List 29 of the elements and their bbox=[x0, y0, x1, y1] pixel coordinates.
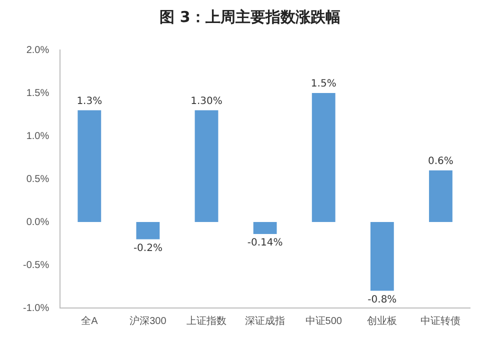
data-label: -0.8% bbox=[368, 294, 397, 306]
data-label: 0.6% bbox=[428, 156, 454, 167]
bar bbox=[253, 222, 277, 234]
x-tick-label: 创业板 bbox=[367, 314, 398, 327]
bar bbox=[136, 222, 160, 240]
y-tick-label: 0.0% bbox=[26, 216, 50, 228]
x-tick-label: 全A bbox=[81, 314, 98, 327]
y-tick-label: 1.0% bbox=[26, 130, 50, 142]
data-label: 1.30% bbox=[190, 96, 222, 107]
x-tick-label: 上证指数 bbox=[186, 314, 227, 327]
y-tick-label: -0.5% bbox=[23, 260, 50, 271]
bar bbox=[370, 222, 394, 291]
x-tick-label: 中证500 bbox=[305, 314, 342, 327]
data-label: 1.3% bbox=[76, 96, 102, 107]
x-tick-label: 沪深300 bbox=[130, 314, 167, 327]
data-label: -0.14% bbox=[247, 238, 283, 249]
y-tick-label: 2.0% bbox=[26, 44, 50, 56]
y-tick-label: 1.5% bbox=[26, 88, 50, 99]
x-tick-label: 中证转债 bbox=[420, 314, 461, 327]
y-tick-label: -1.0% bbox=[23, 302, 50, 314]
y-tick-label: 0.5% bbox=[26, 174, 50, 185]
bar bbox=[78, 110, 102, 222]
data-label: 1.5% bbox=[310, 78, 336, 90]
bar bbox=[429, 170, 452, 222]
bar bbox=[194, 110, 218, 222]
data-label: -0.2% bbox=[133, 242, 162, 254]
bar bbox=[312, 93, 336, 222]
chart-title: 图 3：上周主要指数涨跌幅 bbox=[158, 8, 342, 27]
x-tick-label: 深证成指 bbox=[245, 314, 286, 327]
